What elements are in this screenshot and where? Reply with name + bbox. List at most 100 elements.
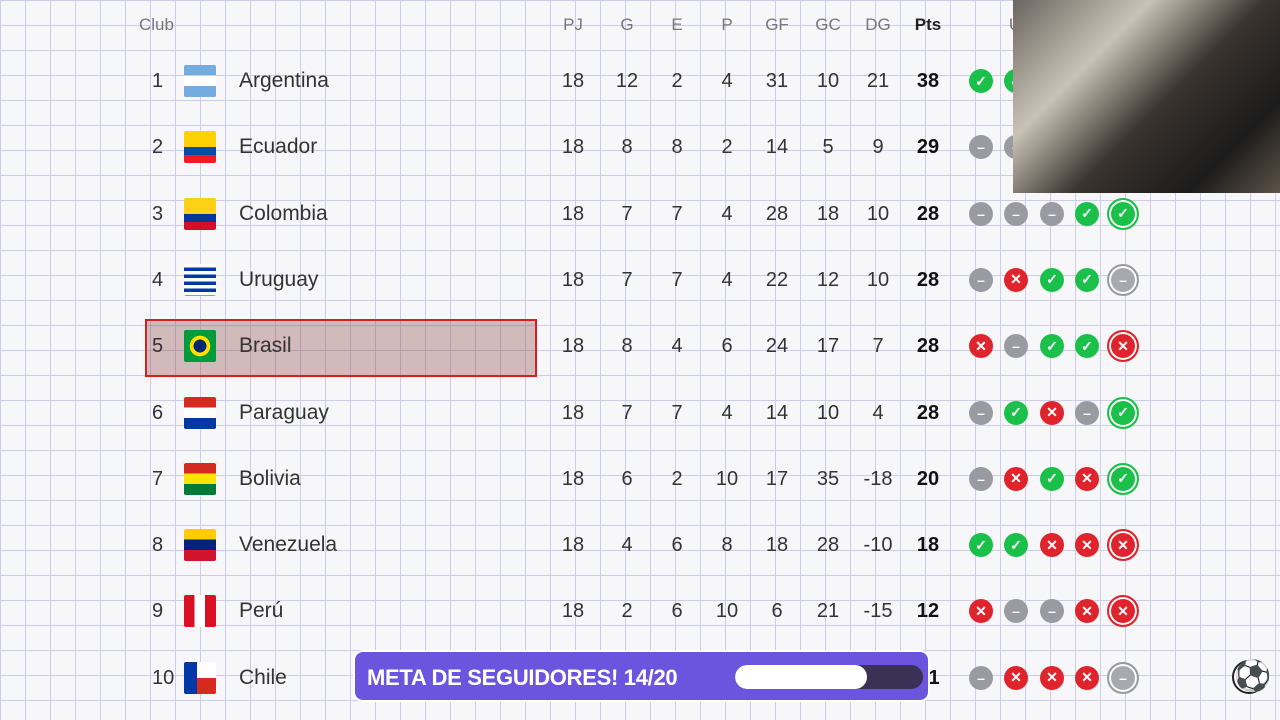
- x-icon: ✕: [1040, 533, 1064, 558]
- position: 1: [152, 70, 164, 92]
- x-icon: ✕: [1107, 529, 1139, 562]
- check-icon: ✓: [1040, 334, 1064, 359]
- minus-icon: –: [1107, 661, 1139, 694]
- cell-pj: 18: [561, 600, 585, 623]
- club-name: Venezuela: [239, 533, 338, 557]
- header-g: G: [620, 15, 634, 34]
- cell-e: 8: [671, 136, 683, 159]
- goal-progress-fill: [735, 665, 867, 689]
- goal-progress-bar: [735, 665, 923, 689]
- flag-icon: [184, 529, 216, 562]
- x-icon: ✕: [1107, 595, 1139, 628]
- cell-dg: -10: [863, 534, 893, 557]
- club-name: Colombia: [239, 201, 328, 225]
- cell-g: 2: [621, 600, 633, 623]
- cell-pj: 18: [561, 534, 585, 557]
- x-icon: ✕: [969, 334, 993, 359]
- minus-icon: –: [1040, 201, 1064, 226]
- cell-pts: 1: [928, 666, 940, 689]
- cell-gc: 12: [816, 268, 840, 291]
- cell-pts: 18: [916, 534, 940, 557]
- flag-icon: [184, 396, 216, 429]
- check-icon: ✓: [1107, 197, 1139, 230]
- webcam-overlay: [1013, 0, 1280, 193]
- cell-g: 8: [621, 335, 633, 358]
- cell-pts: 12: [916, 600, 940, 623]
- cell-g: 7: [621, 268, 633, 291]
- x-icon: ✕: [969, 599, 993, 624]
- table-row: 3 Colombia 18 7 7 4 28 18 10 28– – – ✓ ✓: [0, 181, 1280, 247]
- cell-gc: 5: [822, 136, 834, 159]
- minus-icon: –: [969, 267, 993, 292]
- cell-g: 7: [621, 202, 633, 225]
- cell-pj: 18: [561, 401, 585, 424]
- cell-gf: 22: [765, 268, 789, 291]
- cell-dg: -18: [863, 467, 893, 490]
- position: 3: [152, 202, 164, 225]
- flag-icon: [184, 330, 216, 363]
- table-row: 6 Paraguay 18 7 7 4 14 10 4 28– ✓ ✕ – ✓: [0, 380, 1280, 446]
- cell-dg: 10: [866, 268, 890, 291]
- club-name: Argentina: [239, 69, 329, 92]
- club-name: Perú: [239, 599, 284, 623]
- check-icon: ✓: [1040, 466, 1064, 491]
- header-pts: Pts: [914, 15, 942, 34]
- club-name: Ecuador: [239, 135, 318, 159]
- cell-pts: 28: [916, 268, 940, 291]
- cell-e: 6: [671, 600, 683, 623]
- flag-icon: [184, 65, 216, 97]
- cell-gf: 28: [765, 202, 789, 225]
- club-name: Bolivia: [239, 466, 301, 490]
- header-gf: GF: [765, 15, 789, 34]
- cell-dg: 9: [872, 136, 884, 159]
- check-icon: ✓: [969, 533, 993, 558]
- cell-gf: 6: [771, 600, 783, 623]
- header-gc: GC: [815, 15, 841, 34]
- cell-pts: 29: [916, 136, 940, 159]
- x-icon: ✕: [1004, 466, 1028, 491]
- position: 9: [152, 600, 164, 623]
- table-row: 10 Chile 1– ✕ ✕ ✕ –: [0, 645, 1280, 711]
- cell-pj: 18: [561, 467, 585, 490]
- cell-gc: 10: [816, 70, 840, 92]
- header-dg: DG: [865, 15, 891, 34]
- cell-p: 4: [721, 202, 733, 225]
- minus-icon: –: [1004, 201, 1028, 226]
- cell-gc: 35: [816, 467, 840, 490]
- minus-icon: –: [969, 466, 993, 491]
- cell-g: 12: [615, 70, 639, 92]
- x-icon: ✕: [1075, 665, 1099, 690]
- cell-p: 4: [721, 401, 733, 424]
- check-icon: ✓: [1075, 334, 1099, 359]
- cell-gf: 14: [765, 136, 789, 159]
- cell-e: 7: [671, 268, 683, 291]
- minus-icon: –: [969, 135, 993, 160]
- cell-gf: 18: [765, 534, 789, 557]
- x-icon: ✕: [1040, 400, 1064, 425]
- flag-icon: [184, 661, 216, 694]
- minus-icon: –: [969, 201, 993, 226]
- header-p: P: [721, 15, 733, 34]
- cell-dg: 21: [866, 70, 890, 92]
- club-name: Chile: [239, 665, 287, 689]
- flag-icon: [184, 197, 216, 230]
- position: 8: [152, 534, 164, 557]
- cell-p: 8: [721, 534, 733, 557]
- cell-pts: 20: [916, 467, 940, 490]
- position: 6: [152, 401, 164, 424]
- flag-icon: [184, 263, 216, 296]
- cell-gf: 17: [765, 467, 789, 490]
- check-icon: ✓: [1075, 201, 1099, 226]
- position: 2: [152, 136, 164, 159]
- follower-goal-banner: META DE SEGUIDORES! 14/20: [353, 650, 930, 702]
- cell-dg: 10: [866, 202, 890, 225]
- check-icon: ✓: [969, 69, 993, 93]
- position: 4: [152, 268, 164, 291]
- check-icon: ✓: [1004, 400, 1028, 425]
- check-icon: ✓: [1040, 267, 1064, 292]
- cell-dg: 4: [872, 401, 884, 424]
- cell-e: 7: [671, 202, 683, 225]
- cell-p: 4: [721, 268, 733, 291]
- cell-pts: 28: [916, 202, 940, 225]
